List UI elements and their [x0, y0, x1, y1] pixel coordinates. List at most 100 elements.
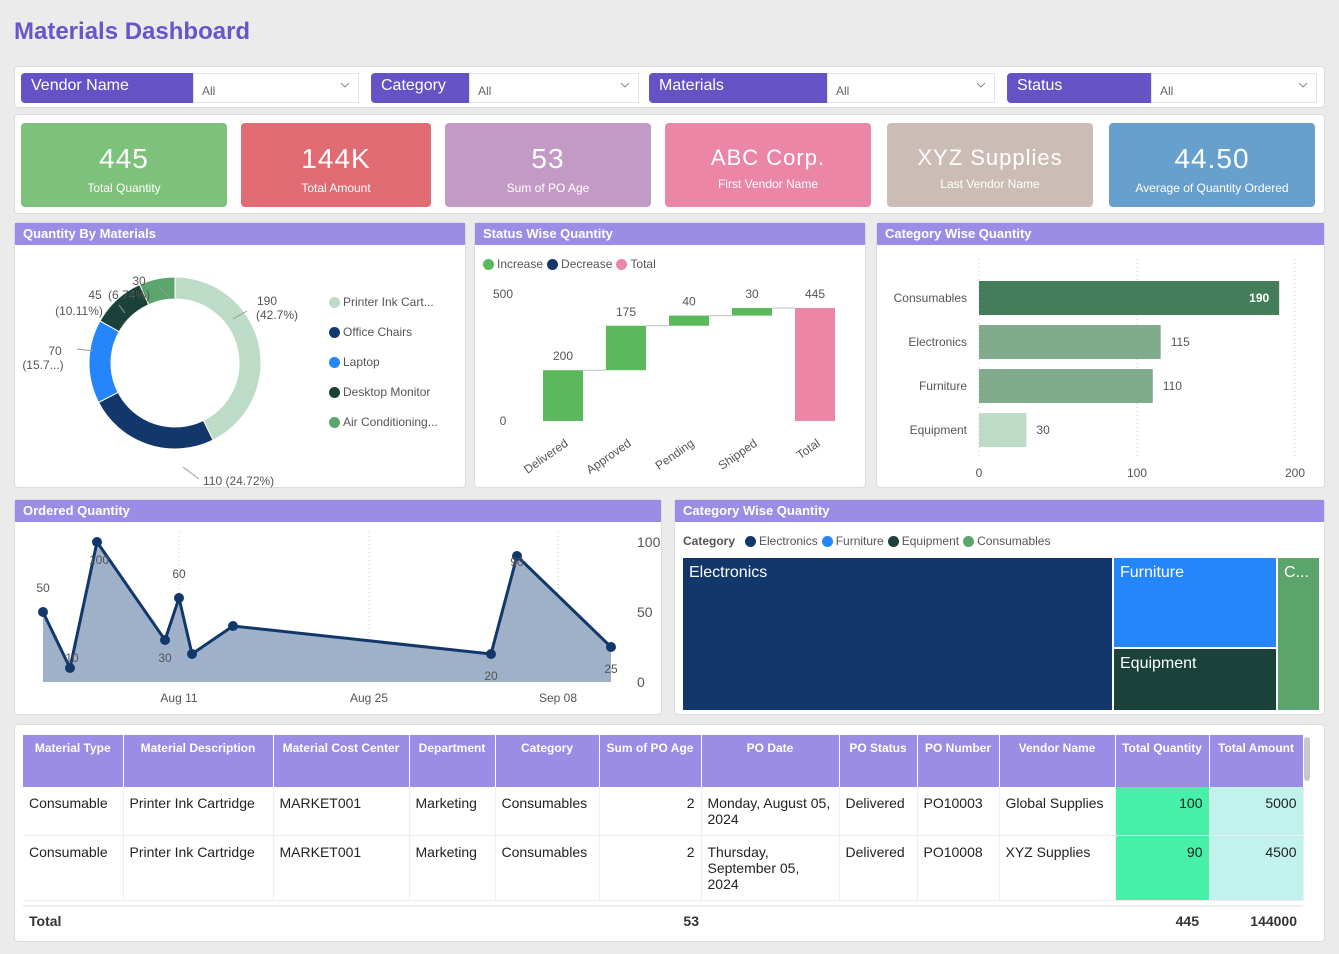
- legend-item[interactable]: Office Chairs: [329, 325, 438, 339]
- quantity-by-materials-visual: Quantity By Materials 190 (42.7%) 110 (24.…: [14, 222, 466, 488]
- y-tick-label: Furniture: [919, 379, 967, 393]
- legend-label: Furniture: [835, 534, 884, 548]
- table-cell: Printer Ink Cartridge: [123, 787, 274, 836]
- table-cell: Delivered: [839, 787, 918, 836]
- kpi-card-total-quantity: 445 Total Quantity: [21, 123, 227, 207]
- kpi-caption: First Vendor Name: [717, 177, 819, 191]
- slicer-vendor-name[interactable]: Vendor Name All: [21, 73, 359, 103]
- kpi-caption: Sum of PO Age: [506, 181, 590, 195]
- treemap-tile-equipment[interactable]: Equipment: [1114, 649, 1276, 710]
- legend-item[interactable]: Furniture: [821, 534, 884, 548]
- vendor-name-dropdown[interactable]: All: [193, 73, 359, 103]
- table-cell: 2: [599, 835, 702, 901]
- visual-title: Ordered Quantity: [15, 500, 661, 522]
- bar: [979, 325, 1161, 359]
- x-tick-label: Sep 08: [539, 691, 577, 705]
- status-dropdown[interactable]: All: [1151, 73, 1317, 103]
- data-label: 60: [172, 567, 186, 581]
- column-header[interactable]: Material Cost Center: [273, 735, 410, 787]
- data-label: 110 (24.72%): [203, 474, 274, 488]
- kpi-card-total-amount: 144K Total Amount: [241, 123, 431, 207]
- column-header[interactable]: PO Number: [917, 735, 1000, 787]
- leader-line: [182, 466, 200, 480]
- y-tick-label: 0: [637, 674, 645, 690]
- legend-item[interactable]: Total: [616, 257, 656, 271]
- legend-item[interactable]: Equipment: [887, 534, 959, 548]
- legend-dot-icon: [329, 326, 340, 338]
- treemap-tile-consumables[interactable]: C...: [1278, 558, 1319, 710]
- kpi-value: XYZ Supplies: [917, 145, 1063, 170]
- column-header[interactable]: Department: [409, 735, 496, 787]
- series-line: [41, 538, 613, 673]
- y-tick-label: Electronics: [908, 335, 967, 349]
- legend-item[interactable]: Increase: [483, 257, 543, 271]
- slicer-status[interactable]: Status All: [1007, 73, 1317, 103]
- legend-item[interactable]: Laptop: [329, 355, 438, 369]
- kpi-card-po-age: 53 Sum of PO Age: [445, 123, 651, 207]
- category-treemap-visual: Category Wise Quantity Category Electron…: [674, 499, 1325, 715]
- column-header[interactable]: PO Date: [701, 735, 840, 787]
- area-fill: [43, 542, 611, 682]
- data-label: 175: [616, 305, 636, 319]
- column-header[interactable]: Total Amount: [1209, 735, 1304, 787]
- data-label: 445: [805, 287, 825, 301]
- table-cell: MARKET001: [273, 787, 410, 836]
- table-cell: Monday, August 05, 2024: [701, 787, 840, 836]
- treemap-tile-electronics[interactable]: Electronics: [683, 558, 1112, 710]
- legend-dot-icon: [547, 258, 559, 270]
- legend-label: Increase: [497, 257, 544, 271]
- legend-item[interactable]: Electronics: [745, 534, 818, 548]
- column-header[interactable]: Vendor Name: [999, 735, 1116, 787]
- legend-item[interactable]: Air Conditioning...: [329, 415, 438, 429]
- treemap-tile-furniture[interactable]: Furniture: [1114, 558, 1276, 647]
- column-header[interactable]: Category: [495, 735, 600, 787]
- data-point: [606, 642, 616, 652]
- slicer-materials[interactable]: Materials All: [649, 73, 995, 103]
- legend-dot-icon: [483, 258, 494, 270]
- table-scrollbar[interactable]: [1304, 737, 1310, 781]
- donut-chart: 190(42.7%) 110 (24.72%) 70(15.7...) 45 (10.1…: [22, 274, 298, 488]
- slicer-value: All: [478, 84, 492, 98]
- table-row[interactable]: Consumable Printer Ink Cartridge MARKET001…: [23, 835, 1304, 901]
- legend-item[interactable]: Consumables: [963, 534, 1050, 548]
- slicer-category[interactable]: Category All: [371, 73, 639, 103]
- materials-dropdown[interactable]: All: [827, 73, 995, 103]
- y-tick-label: Equipment: [910, 423, 968, 437]
- waterfall-chart: 0 500 200 Delivered 175 Approved 40 Pending 30 Sh…: [493, 287, 835, 477]
- kpi-value: 445: [99, 143, 149, 174]
- column-header[interactable]: Material Description: [123, 735, 274, 787]
- column-header[interactable]: PO Status: [839, 735, 918, 787]
- table-cell: Printer Ink Cartridge: [123, 835, 274, 901]
- column-header[interactable]: Total Quantity: [1115, 735, 1210, 787]
- kpi-value: 144K: [301, 143, 371, 174]
- data-point: [160, 635, 170, 645]
- table-cell: Consumable: [23, 835, 124, 901]
- legend-item[interactable]: Desktop Monitor: [329, 385, 438, 399]
- legend-item[interactable]: Decrease: [547, 257, 612, 271]
- ordered-quantity-area-chart: Aug 11 Aug 25 Sep 08 0 50 100 50 10 100 30 60 20 90 2…: [36, 532, 661, 705]
- slicer-label: Status: [1007, 73, 1151, 103]
- data-label: 40: [682, 295, 696, 309]
- x-tick-label: Total: [794, 436, 823, 462]
- data-point: [65, 663, 75, 673]
- column-header[interactable]: Sum of PO Age: [599, 735, 702, 787]
- table-cell: Marketing: [409, 835, 496, 901]
- y-tick-label: 500: [493, 287, 513, 301]
- column-header[interactable]: Material Type: [23, 735, 124, 787]
- table-cell: Thursday, September 05, 2024: [701, 835, 840, 901]
- data-point: [174, 593, 184, 603]
- donut-slice: [174, 276, 262, 441]
- legend-label: Desktop Monitor: [343, 385, 431, 399]
- x-tick-label: Shipped: [716, 436, 760, 473]
- donut-slice: [97, 391, 214, 450]
- data-point: [512, 551, 522, 561]
- bar: [979, 281, 1280, 315]
- category-dropdown[interactable]: All: [469, 73, 639, 103]
- data-label: 10: [65, 651, 79, 665]
- waterfall-bar: [606, 325, 646, 371]
- legend-item[interactable]: Printer Ink Cart...: [329, 295, 438, 309]
- materials-table: Material Type Material Description Materia…: [23, 735, 1304, 901]
- table-row[interactable]: Consumable Printer Ink Cartridge MARKET001…: [23, 787, 1304, 836]
- data-label: 30: [1036, 423, 1050, 437]
- data-label: 30: [745, 287, 759, 301]
